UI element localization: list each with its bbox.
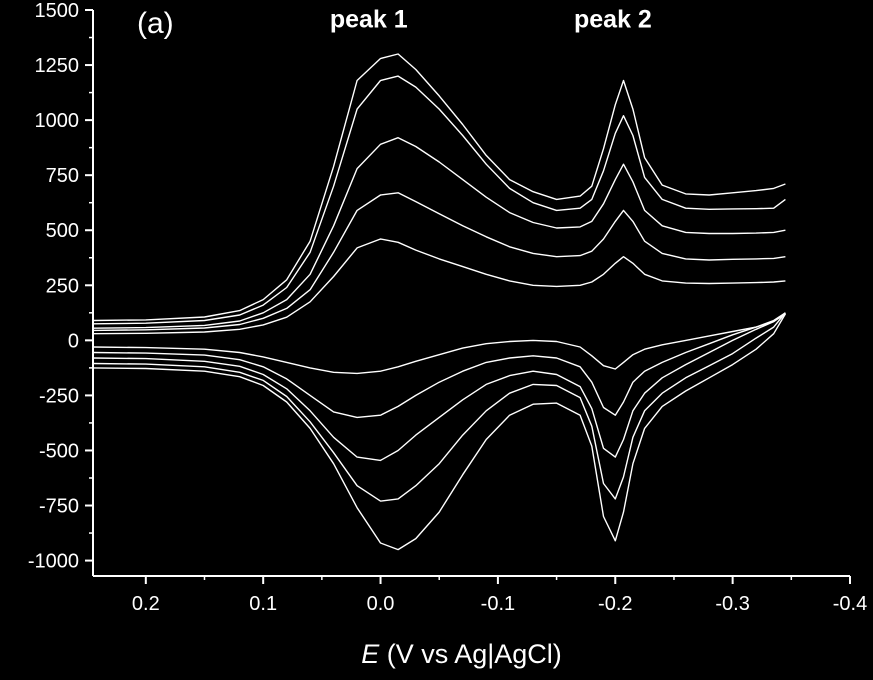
series-8-reverse-line	[92, 312, 786, 502]
series-1-forward-line	[92, 238, 786, 335]
y-tick-label: 250	[46, 275, 79, 297]
x-tick-label: -0.1	[481, 593, 515, 615]
series-5-forward-line	[92, 53, 786, 322]
series-3-forward-line	[92, 137, 786, 329]
y-tick-label: 1250	[35, 55, 80, 77]
x-axis-label-symbol: E	[361, 639, 380, 669]
x-tick-label: -0.3	[715, 593, 749, 615]
x-axis-label: E (V vs Ag|AgCl)	[361, 639, 562, 669]
series-6-reverse-line	[92, 312, 786, 419]
y-tick-label: -500	[39, 440, 79, 462]
panel-label: (a)	[137, 7, 174, 40]
x-tick-label: 0.1	[249, 593, 277, 615]
x-tick-label: -0.2	[598, 593, 632, 615]
series-group	[92, 53, 787, 551]
y-tick-label: 750	[46, 165, 79, 187]
y-tick-label: 1000	[35, 110, 80, 132]
y-tick-label: -750	[39, 496, 79, 518]
peak-2-annotation: peak 2	[574, 6, 652, 34]
y-tick-label: -250	[39, 385, 79, 407]
labels-group: (a) peak 1 peak 2 E (V vs Ag|AgCl)	[137, 6, 652, 669]
y-tick-label: 500	[46, 220, 79, 242]
x-axis-label-units: (V vs Ag|AgCl)	[379, 639, 562, 669]
peak-1-annotation: peak 1	[330, 6, 408, 34]
y-tick-label: 0	[68, 330, 79, 352]
x-tick-label: -0.4	[833, 593, 867, 615]
series-7-reverse-line	[92, 312, 786, 462]
y-tick-label: 1500	[35, 0, 80, 22]
x-tick-label: 0.2	[132, 593, 160, 615]
x-tick-label: 0.0	[367, 593, 395, 615]
series-4-forward-line	[92, 75, 786, 325]
series-5-reverse-line	[92, 313, 787, 551]
series-1-reverse-line	[92, 313, 786, 375]
series-2-forward-line	[92, 192, 786, 332]
axes-group: 1500 1250 1000 750 500 250 0 -250 -500 -750 -1000 0…	[28, 0, 867, 615]
y-tick-label: -1000	[28, 551, 79, 573]
